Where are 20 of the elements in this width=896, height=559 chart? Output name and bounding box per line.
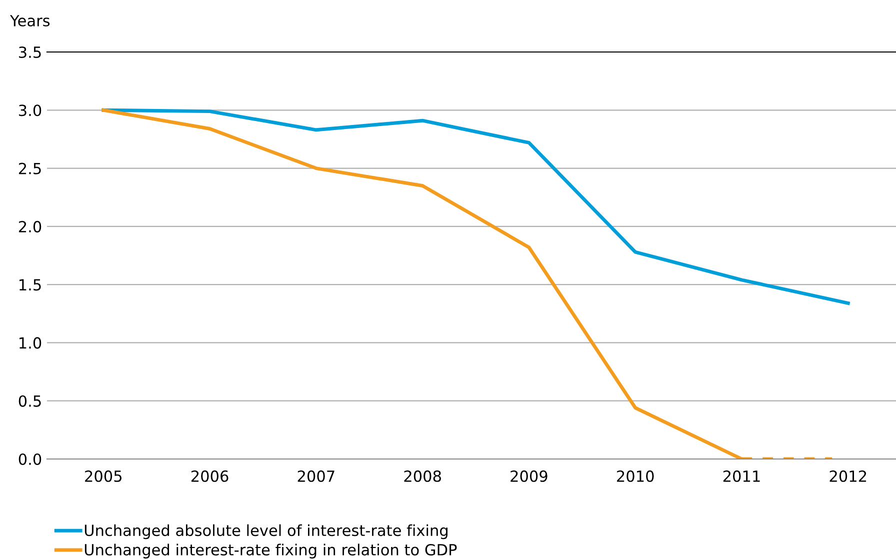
line-series (102, 108, 850, 305)
y-tick-label: 2.5 (18, 162, 41, 174)
x-tick-label: 2008 (404, 470, 441, 482)
y-tick-label: 1.0 (20, 337, 42, 349)
legend-label: Unchanged absolute level of interest-rate fixing (84, 524, 448, 540)
x-tick-label: 2012 (830, 470, 866, 482)
y-tick-label: 1.5 (20, 279, 41, 291)
y-tick-label: 0.0 (18, 453, 42, 466)
x-tick-label: 2006 (191, 470, 228, 482)
y-tick-label: 2.0 (18, 220, 42, 232)
x-tick-label: 2007 (298, 470, 334, 482)
x-tick-label: 2010 (617, 470, 654, 482)
legend-label: Unchanged interest-rate fixing in relation to GDP (84, 544, 457, 558)
y-tick-label: 3.0 (19, 104, 42, 116)
x-tick-label: 2005 (85, 470, 122, 482)
x-tick-label: 2011 (723, 470, 760, 482)
y-tick-label: 0.5 (18, 395, 41, 407)
y-axis-title: Years (10, 15, 50, 26)
x-tick-label: 2009 (510, 470, 548, 482)
y-tick-label: 3.5 (19, 46, 41, 58)
